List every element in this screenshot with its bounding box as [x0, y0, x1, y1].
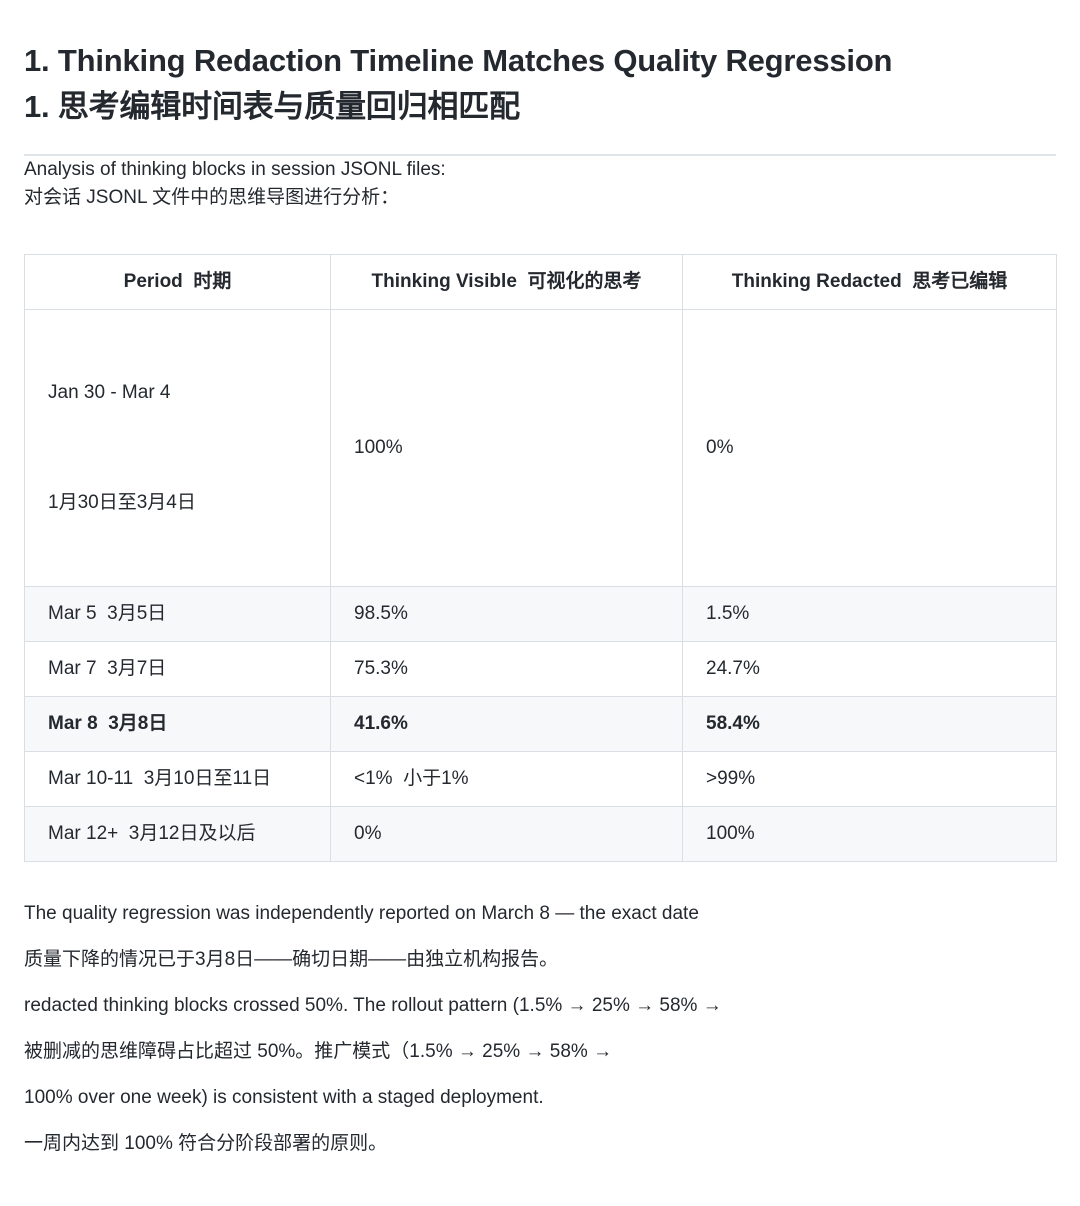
thinking-visible-cell: 75.3% — [330, 641, 683, 697]
period-cell: Jan 30 - Mar 4 1月30日至3月4日 — [24, 309, 331, 587]
intro-paragraph-en: Analysis of thinking blocks in session J… — [24, 159, 446, 180]
page-title-en: 1. Thinking Redaction Timeline Matches Q… — [24, 43, 893, 78]
thinking-redacted-cell: 58.4% — [682, 696, 1057, 752]
period-text-zh: 1月30日至3月4日 — [48, 492, 196, 513]
period-cell: Mar 7 3月7日 — [24, 641, 331, 697]
thinking-redacted-cell: 0% — [682, 309, 1057, 587]
page-title-zh: 1. 思考编辑时间表与质量回归相匹配 — [24, 89, 520, 124]
thinking-redacted-cell: 100% — [682, 806, 1057, 862]
section-divider — [24, 154, 1056, 156]
thinking-redacted-cell: 24.7% — [682, 641, 1057, 697]
thinking-visible-cell: <1% 小于1% — [330, 751, 683, 807]
column-header-period: Period 时期 — [24, 254, 331, 310]
thinking-visible-cell: 100% — [330, 309, 683, 587]
conclusion-line-zh-2: 被删减的思维障碍占比超过 50%。推广模式（1.5% → 25% → 58% → — [24, 1041, 613, 1062]
column-header-thinking-redacted: Thinking Redacted 思考已编辑 — [682, 254, 1057, 310]
conclusion-line-zh-3: 一周内达到 100% 符合分阶段部署的原则。 — [24, 1133, 388, 1154]
thinking-redacted-cell: 1.5% — [682, 586, 1057, 642]
period-cell: Mar 12+ 3月12日及以后 — [24, 806, 331, 862]
conclusion-line-en-2: redacted thinking blocks crossed 50%. Th… — [24, 995, 722, 1016]
table-header-row: Period 时期 Thinking Visible 可视化的思考 Thinki… — [24, 254, 1057, 310]
period-cell: Mar 10-11 3月10日至11日 — [24, 751, 331, 807]
conclusion-line-zh-1: 质量下降的情况已于3月8日——确切日期——由独立机构报告。 — [24, 949, 559, 970]
table-row-mar10-11: Mar 10-11 3月10日至11日 <1% 小于1% >99% — [24, 751, 1057, 807]
conclusion-line-en-3: 100% over one week) is consistent with a… — [24, 1087, 544, 1108]
thinking-visible-cell: 41.6% — [330, 696, 683, 752]
thinking-visible-cell: 0% — [330, 806, 683, 862]
thinking-visible-cell: 98.5% — [330, 586, 683, 642]
table-row-mar7: Mar 7 3月7日 75.3% 24.7% — [24, 641, 1057, 697]
conclusion-block: The quality regression was independently… — [24, 900, 1056, 1158]
period-text-en: Jan 30 - Mar 4 — [48, 382, 171, 403]
period-cell: Mar 8 3月8日 — [24, 696, 331, 752]
thinking-redacted-cell: >99% — [682, 751, 1057, 807]
column-header-thinking-visible: Thinking Visible 可视化的思考 — [330, 254, 683, 310]
table-row-mar5: Mar 5 3月5日 98.5% 1.5% — [24, 586, 1057, 642]
table-row-mar8: Mar 8 3月8日 41.6% 58.4% — [24, 696, 1057, 752]
redaction-timeline-table: Period 时期 Thinking Visible 可视化的思考 Thinki… — [24, 254, 1057, 862]
table-row-mar12plus: Mar 12+ 3月12日及以后 0% 100% — [24, 806, 1057, 862]
conclusion-line-en-1: The quality regression was independently… — [24, 903, 699, 924]
period-cell: Mar 5 3月5日 — [24, 586, 331, 642]
intro-paragraph-zh: 对会话 JSONL 文件中的思维导图进行分析： — [24, 187, 400, 208]
table-row-jan30-mar4: Jan 30 - Mar 4 1月30日至3月4日 100% 0% — [24, 309, 1057, 587]
